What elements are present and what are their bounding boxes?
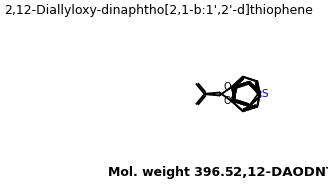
Text: 2,12-Diallyloxy-dinaphtho[2,1-b:1',2'-d]thiophene: 2,12-Diallyloxy-dinaphtho[2,1-b:1',2'-d]… — [4, 4, 313, 17]
Text: Mol. weight 396.5: Mol. weight 396.5 — [108, 166, 234, 179]
Text: O: O — [223, 82, 231, 92]
Text: S: S — [261, 89, 268, 99]
Text: 2,12-DAODNT: 2,12-DAODNT — [233, 166, 328, 179]
Text: O: O — [223, 96, 231, 106]
